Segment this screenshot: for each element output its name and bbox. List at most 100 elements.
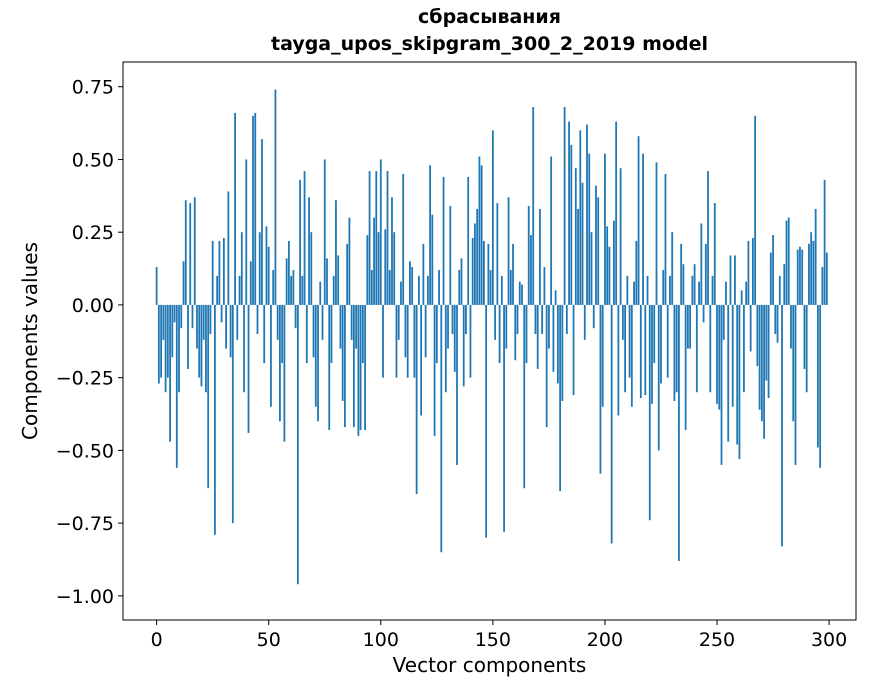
bar bbox=[469, 304, 472, 378]
bar bbox=[613, 220, 615, 305]
bar bbox=[574, 168, 577, 305]
bar bbox=[642, 153, 644, 305]
bar bbox=[222, 238, 225, 305]
bar bbox=[182, 261, 185, 305]
bar bbox=[530, 235, 532, 305]
bar bbox=[527, 206, 530, 305]
bar bbox=[388, 270, 391, 305]
bar bbox=[666, 304, 669, 378]
bar bbox=[348, 217, 351, 305]
bar bbox=[684, 304, 687, 431]
bar bbox=[276, 304, 279, 340]
bar bbox=[272, 270, 275, 305]
bar bbox=[810, 232, 813, 305]
bar bbox=[635, 240, 638, 305]
bar bbox=[440, 304, 443, 553]
bar bbox=[225, 304, 228, 349]
x-axis-label: Vector components bbox=[392, 653, 587, 677]
bar bbox=[590, 232, 593, 305]
bar bbox=[406, 304, 409, 378]
bar bbox=[279, 304, 281, 422]
bar bbox=[736, 304, 739, 445]
bar bbox=[747, 240, 750, 305]
bar bbox=[169, 304, 171, 442]
bar bbox=[781, 304, 783, 547]
bar bbox=[769, 252, 772, 305]
bar bbox=[503, 304, 505, 532]
bar bbox=[478, 156, 481, 305]
bar bbox=[689, 304, 692, 349]
bar bbox=[227, 191, 230, 305]
bar bbox=[476, 208, 479, 305]
bar bbox=[516, 304, 519, 335]
bar bbox=[382, 304, 384, 378]
bar bbox=[415, 304, 418, 495]
bar bbox=[180, 304, 183, 329]
bar bbox=[785, 220, 788, 305]
bar bbox=[355, 304, 358, 349]
bar bbox=[359, 304, 362, 431]
bar bbox=[790, 304, 792, 349]
bar bbox=[207, 304, 210, 489]
y-tick-label: 0.00 bbox=[72, 295, 114, 317]
bar bbox=[702, 304, 705, 323]
bar bbox=[216, 275, 219, 305]
bar bbox=[433, 304, 436, 436]
bar bbox=[570, 144, 573, 305]
bar bbox=[720, 304, 723, 465]
bar bbox=[462, 304, 465, 387]
bar bbox=[626, 275, 629, 305]
x-tick-label: 50 bbox=[257, 629, 281, 651]
bar bbox=[243, 304, 245, 393]
bar bbox=[267, 246, 270, 305]
bar bbox=[740, 290, 743, 305]
bar bbox=[366, 235, 369, 305]
bar bbox=[507, 197, 510, 305]
bar bbox=[435, 304, 438, 364]
bar bbox=[787, 217, 790, 305]
bar bbox=[205, 304, 207, 393]
bar bbox=[384, 229, 387, 305]
bar bbox=[608, 246, 611, 305]
bar bbox=[796, 249, 799, 305]
bar bbox=[231, 304, 234, 524]
bar bbox=[704, 243, 707, 305]
bar bbox=[483, 240, 485, 305]
bar bbox=[765, 304, 768, 381]
bar bbox=[238, 275, 241, 305]
bar bbox=[274, 89, 277, 305]
bar bbox=[395, 304, 398, 378]
bar bbox=[247, 304, 250, 433]
bar bbox=[660, 304, 662, 384]
bar bbox=[209, 304, 212, 335]
bar bbox=[229, 304, 232, 358]
bar bbox=[588, 153, 591, 305]
bar bbox=[485, 304, 488, 538]
chart-title-line1: сбрасывания bbox=[418, 6, 561, 28]
y-tick-label: −0.25 bbox=[56, 368, 114, 390]
bar bbox=[270, 304, 272, 407]
bar bbox=[801, 249, 804, 305]
bar bbox=[426, 275, 429, 305]
bar bbox=[310, 232, 313, 305]
bar bbox=[817, 304, 819, 448]
bar bbox=[745, 281, 748, 305]
bar bbox=[509, 270, 512, 305]
bar bbox=[521, 284, 523, 305]
bar bbox=[825, 252, 828, 305]
bar bbox=[346, 243, 349, 305]
bar bbox=[565, 304, 568, 335]
bar bbox=[776, 304, 779, 343]
bar bbox=[420, 304, 423, 416]
bar bbox=[579, 130, 582, 305]
bar bbox=[691, 275, 694, 305]
bar bbox=[447, 304, 449, 349]
x-tick-label: 100 bbox=[363, 629, 399, 651]
bar bbox=[675, 304, 678, 393]
bar bbox=[489, 270, 492, 305]
bar bbox=[283, 304, 286, 442]
bar bbox=[617, 304, 620, 416]
bar bbox=[344, 304, 346, 428]
bar bbox=[754, 115, 757, 305]
bar bbox=[525, 304, 528, 364]
